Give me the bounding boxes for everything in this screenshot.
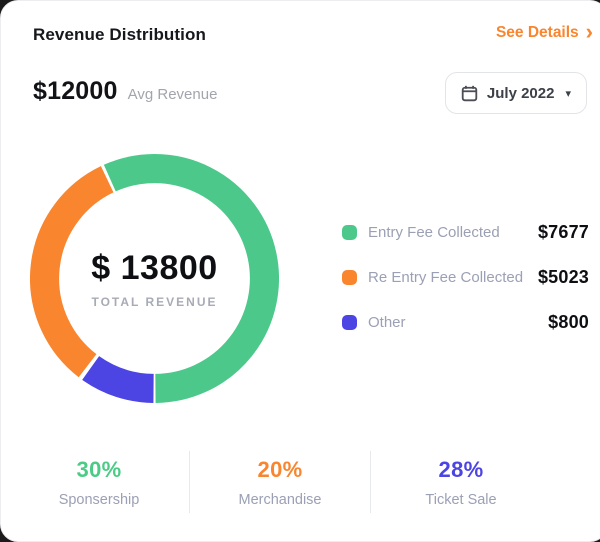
chart-legend: Entry Fee Collected $7677 Re Entry Fee Col… (342, 221, 589, 356)
stat-ticket-sale: 28% Ticket Sale (371, 457, 551, 508)
donut-segment-other (82, 355, 155, 403)
legend-swatch (342, 314, 357, 330)
stat-sponsership: 30% Sponsership (9, 457, 189, 508)
avg-revenue-value: $12000 (33, 77, 118, 105)
donut-segment-re-entry-fee-collected (30, 166, 114, 378)
stat-label: Merchandise (238, 491, 322, 508)
stat-percent: 20% (257, 456, 303, 482)
donut-rings (30, 154, 279, 403)
legend-label: Re Entry Fee Collected (368, 268, 524, 286)
chevron-right-icon: › (585, 19, 593, 44)
stat-label: Ticket Sale (425, 491, 497, 508)
month-selector-button[interactable]: July 2022 ▾ (444, 72, 587, 114)
legend-item: Other $800 (342, 311, 589, 333)
donut-segment-entry-fee-collected (103, 154, 279, 403)
stat-merchandise: 20% Merchandise (190, 457, 370, 508)
legend-value: $7677 (537, 221, 589, 242)
stat-divider (370, 451, 371, 513)
legend-swatch (342, 224, 357, 240)
legend-item: Re Entry Fee Collected $5023 (342, 266, 589, 288)
bottom-stats: 30% Sponsership 20% Merchandise 28% Ticket Sa… (9, 451, 551, 513)
legend-label: Entry Fee Collected (368, 223, 500, 241)
month-selector-label: July 2022 (486, 84, 555, 102)
legend-swatch (342, 269, 357, 285)
stat-percent: 30% (76, 456, 122, 482)
stat-label: Sponsership (58, 491, 140, 508)
stat-percent: 28% (438, 456, 484, 482)
legend-label: Other (368, 313, 406, 331)
calendar-icon (461, 85, 478, 102)
legend-value: $5023 (537, 266, 589, 287)
legend-value: $800 (548, 311, 589, 332)
see-details-label: See Details (495, 24, 579, 41)
see-details-link[interactable]: See Details › (495, 19, 593, 44)
donut-chart: $ 13800 TOTAL REVENUE (30, 154, 279, 403)
stat-divider (189, 451, 190, 513)
avg-revenue-label: Avg Revenue (127, 86, 218, 103)
legend-item: Entry Fee Collected $7677 (342, 221, 589, 243)
caret-down-icon: ▾ (565, 87, 571, 100)
card-title: Revenue Distribution (33, 25, 206, 44)
avg-revenue-row: $12000 Avg Revenue (33, 77, 217, 106)
